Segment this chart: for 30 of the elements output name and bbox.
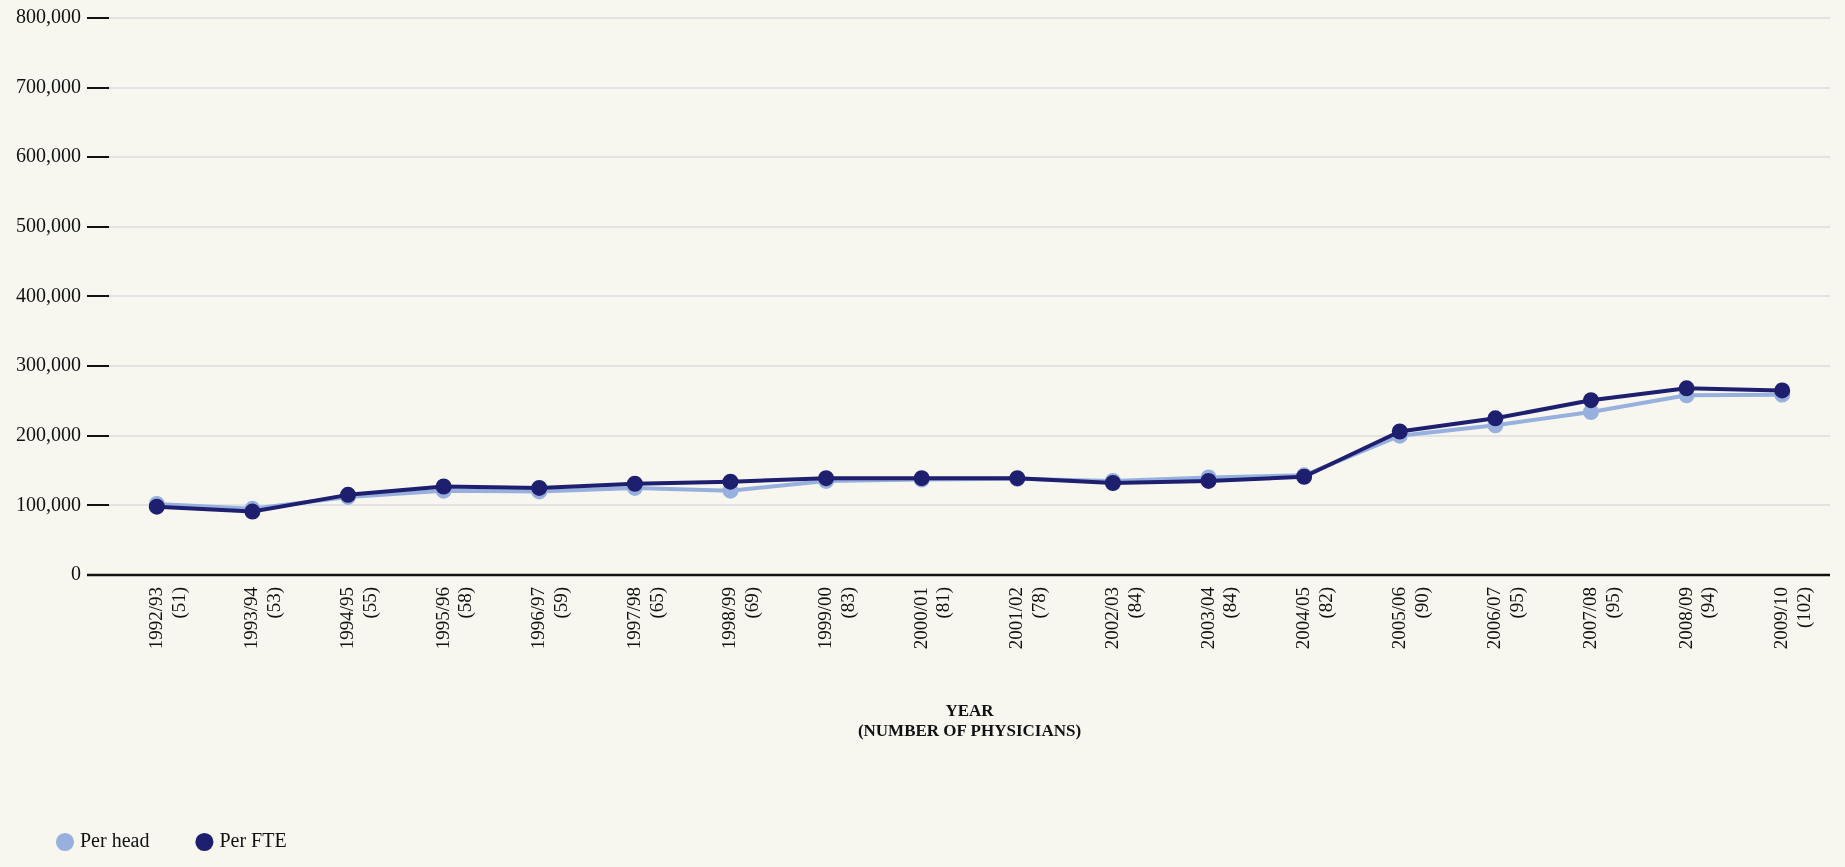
x-axis-title: YEAR (NUMBER OF PHYSICIANS) [857, 700, 1082, 741]
y-tick-label: 400,000 [16, 283, 81, 306]
x-tick-label: 2000/01 (81) [909, 586, 955, 650]
legend-label: Per head [80, 829, 150, 852]
x-tick-label: 2004/05 (82) [1292, 586, 1337, 650]
x-tick-label: 1992/93 (51) [144, 586, 190, 650]
x-tick-label: 2009/10 (102) [1770, 586, 1815, 650]
legend-label: Per FTE [219, 829, 287, 852]
y-tick-label: 0 [71, 562, 81, 585]
y-tick-label: 300,000 [16, 353, 81, 376]
y-tick-label: 200,000 [16, 422, 81, 445]
x-tick-label: 2005/06 (90) [1387, 586, 1433, 650]
x-tick-label: 2007/08 (95) [1578, 586, 1624, 650]
x-tick-label: 1994/95 (55) [336, 586, 381, 650]
x-tick-label: 2003/04 (84) [1196, 586, 1242, 650]
x-tick-label: 1993/94 (53) [240, 586, 286, 650]
x-tick-label: 1995/96 (58) [431, 586, 477, 650]
x-tick-label: 1996/97 (59) [527, 586, 573, 650]
y-tick-label: 100,000 [16, 492, 81, 515]
y-tick-label: 600,000 [16, 144, 81, 167]
x-tick-label: 2001/02 (78) [1005, 586, 1051, 650]
x-tick-label: 1997/98 (65) [622, 586, 668, 650]
y-tick-label: 500,000 [16, 214, 81, 237]
y-tick-label: 700,000 [16, 74, 81, 97]
y-tick-label: 800,000 [16, 5, 81, 28]
x-tick-label: 1999/00 (83) [814, 586, 859, 650]
x-tick-label: 2006/07 (95) [1483, 586, 1529, 650]
x-tick-label: 2008/09 (94) [1674, 586, 1720, 650]
x-tick-label: 1998/99 (69) [718, 586, 764, 650]
x-tick-label: 2002/03 (84) [1100, 586, 1146, 650]
